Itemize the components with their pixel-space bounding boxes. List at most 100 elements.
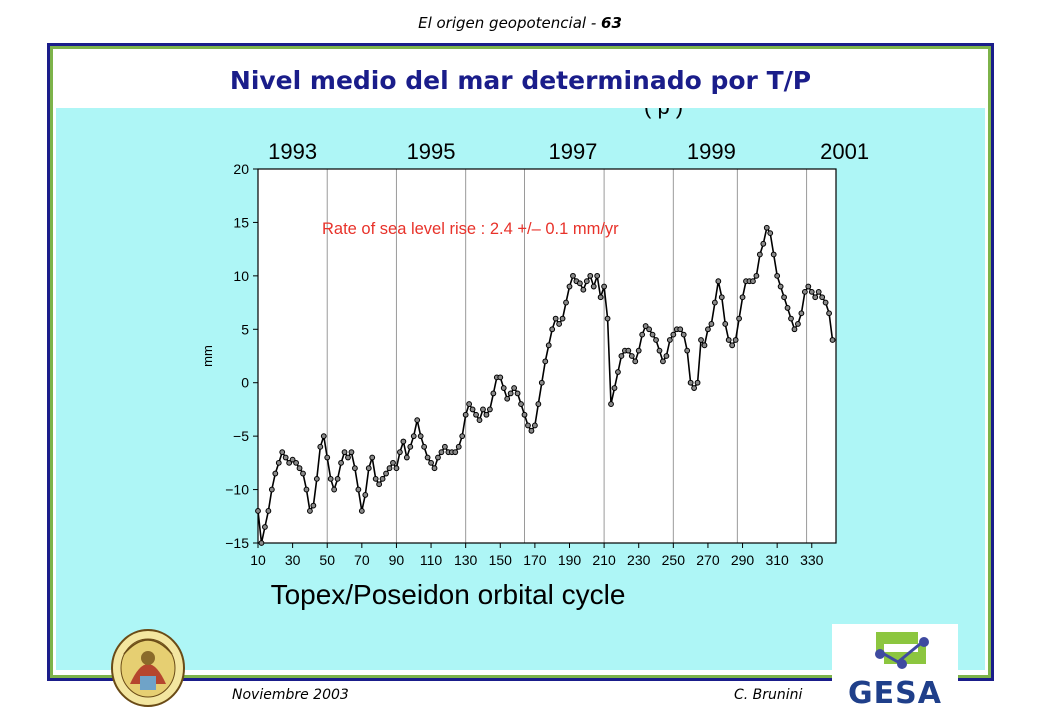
data-point [767,230,774,237]
data-point [331,486,338,493]
data-point [507,390,514,397]
data-point [666,337,673,343]
data-point [784,305,791,311]
data-point [788,315,794,322]
data-point [660,358,666,365]
data-point [441,443,448,450]
x-tick-label: 30 [285,552,301,568]
data-point [324,454,331,461]
data-point [313,475,320,482]
data-point [552,315,559,322]
footer-date: Noviembre 2003 [232,687,349,703]
gesa-logo-name: GESA [848,676,942,711]
data-point [590,283,597,290]
data-point [642,323,649,329]
data-point [597,294,604,301]
year-label: 1993 [268,139,317,164]
data-point [376,481,383,488]
data-point [369,454,376,461]
data-point [462,411,469,418]
data-point [680,331,687,338]
seal-icon [111,629,185,707]
data-point [625,347,632,354]
page-number: 63 [601,14,622,32]
data-point [708,321,715,327]
data-point [300,470,306,477]
data-point [303,486,310,493]
data-point [531,422,538,429]
data-point [525,422,531,429]
data-point [615,369,621,375]
data-point [466,401,473,407]
data-point [538,379,545,386]
y-tick-label: −10 [225,482,249,498]
data-point [770,251,777,258]
data-point [428,459,434,466]
data-point [729,342,736,349]
data-point [608,401,614,407]
data-point [677,326,684,333]
data-point [715,278,722,285]
data-point [684,347,691,354]
data-point [753,272,760,279]
data-point [611,385,618,391]
data-point [393,465,400,472]
data-point [286,459,293,466]
data-point [542,358,549,365]
x-tick-label: 50 [319,552,335,568]
cut-subtitle: ( p ) [644,108,683,119]
data-point [635,347,642,354]
data-point [694,379,701,386]
data-point [777,283,784,290]
data-point [580,286,587,293]
data-point [514,390,521,397]
data-point [310,502,317,509]
x-tick-label: 330 [800,552,824,568]
data-point [701,342,708,349]
data-point [518,401,524,407]
gesa-logo: GESA [832,624,958,718]
data-point [549,326,556,333]
data-point [473,411,479,418]
data-point [459,433,466,440]
data-point [739,294,746,301]
data-point [268,486,275,493]
data-point [725,337,732,343]
data-point [421,443,428,450]
data-point [756,251,763,258]
year-label: 1995 [407,139,456,164]
data-point [691,385,697,391]
data-point [663,353,670,359]
data-point [480,406,486,413]
y-tick-label: 10 [233,268,249,284]
data-point [358,508,365,514]
data-point [583,278,590,285]
data-point [774,272,781,279]
data-point [365,465,372,472]
data-point [397,449,403,456]
data-point [722,321,729,327]
data-point [649,331,656,338]
x-tick-label: 210 [592,552,616,568]
x-tick-label: 170 [523,552,547,568]
data-point [604,315,611,322]
data-point [362,492,369,498]
slide-header: El origen geopotencial - 63 [0,14,1040,32]
data-point [272,470,279,477]
x-tick-label: 230 [627,552,651,568]
data-point [656,347,663,354]
data-point [352,465,358,472]
year-label: 2001 [820,139,869,164]
data-point [815,288,822,295]
data-point [317,443,324,450]
data-point [341,449,348,456]
data-point [653,337,659,343]
data-point [545,342,552,349]
data-point [781,294,787,301]
gesa-emblem-icon [875,632,929,669]
data-point [452,449,459,456]
x-tick-label: 190 [558,552,582,568]
x-tick-label: 150 [489,552,513,568]
data-point [698,337,704,343]
data-point [711,299,718,306]
